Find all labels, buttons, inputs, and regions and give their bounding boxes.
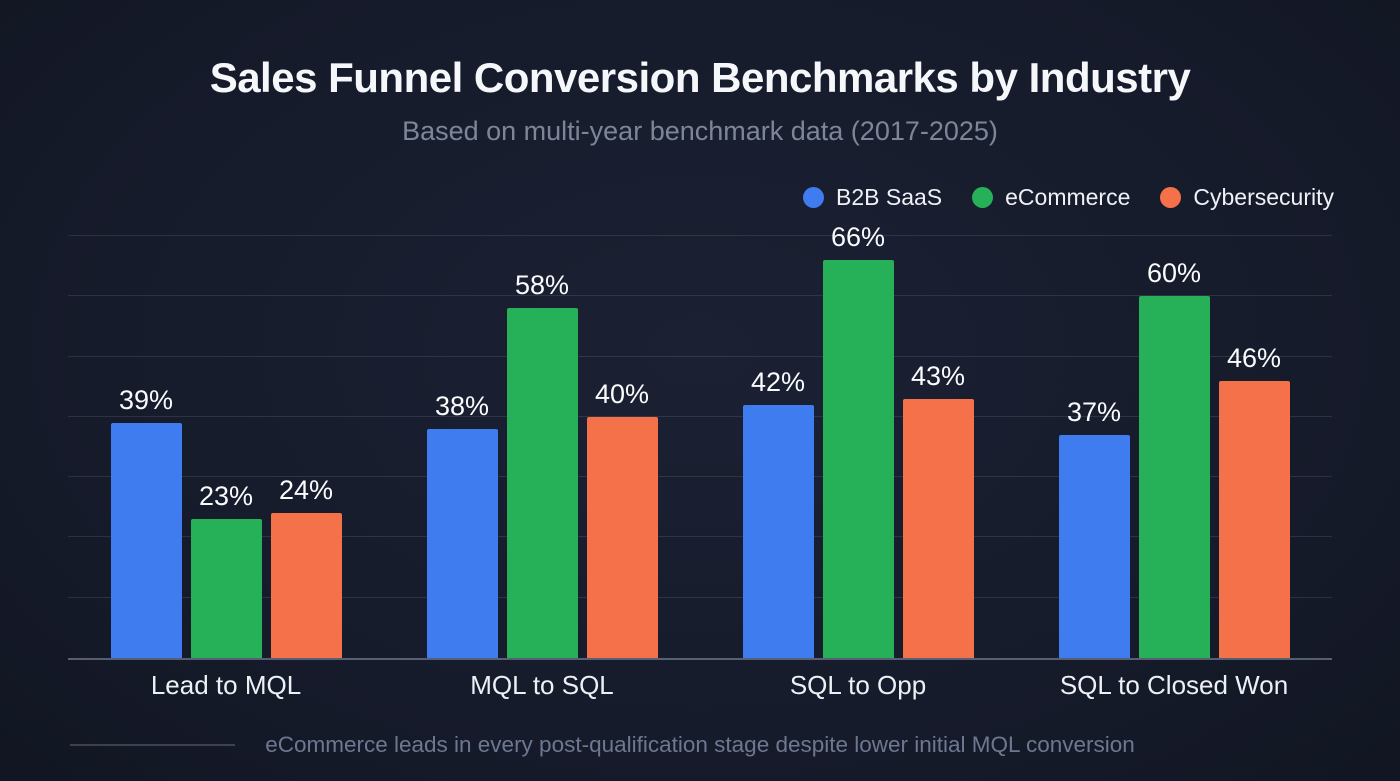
bar-value-label: 24% — [278, 475, 334, 506]
chart-subtitle: Based on multi-year benchmark data (2017… — [402, 116, 998, 146]
bar-b2b-saas: 38% — [426, 391, 498, 658]
bar-b2b-saas: 39% — [110, 385, 182, 658]
legend-label: B2B SaaS — [835, 184, 943, 210]
bar-value-label: 60% — [1146, 258, 1202, 289]
bar-b2b-saas: 37% — [1058, 397, 1130, 658]
category-label: SQL to Closed Won — [1059, 670, 1289, 700]
bar-value-label: 40% — [594, 378, 650, 409]
category-label: SQL to Opp — [789, 670, 927, 700]
category-label: MQL to SQL — [470, 670, 614, 700]
bar-ecommerce: 23% — [190, 481, 262, 658]
gridline — [68, 596, 1332, 598]
bar-cybersecurity: 43% — [902, 361, 974, 658]
bar-value-label: 38% — [434, 390, 490, 421]
bar-value-label: 43% — [910, 360, 966, 391]
legend-dot-icon — [802, 187, 824, 208]
legend-item: B2B SaaS — [802, 184, 943, 211]
category-label: Lead to MQL — [150, 670, 302, 700]
bar-value-label: 46% — [1226, 342, 1282, 373]
bar-b2b-saas: 42% — [742, 367, 814, 658]
bar-value-label: 39% — [118, 384, 174, 415]
footnote: eCommerce leads in every post-qualificat… — [265, 732, 1135, 757]
bar-value-label: 37% — [1066, 396, 1122, 427]
legend: B2B SaaS eCommerce Cybersecurity — [802, 184, 1334, 211]
legend-dot-icon — [1160, 187, 1182, 208]
legend-item: Cybersecurity — [1160, 184, 1334, 211]
bar-group: 38% 58% 40% — [384, 236, 700, 658]
bar-ecommerce: 58% — [506, 270, 578, 658]
bar-value-label: 23% — [198, 481, 254, 512]
bar-cybersecurity: 46% — [1218, 343, 1290, 658]
bar-group: 42% 66% 43% — [700, 222, 1016, 658]
x-axis-labels: Lead to MQL MQL to SQL SQL to Opp SQL to Cl… — [68, 670, 1332, 701]
bar-group: 37% 60% 46% — [1016, 236, 1332, 658]
gridline — [68, 415, 1332, 417]
bar-cybersecurity: 24% — [270, 475, 342, 658]
gridline — [68, 355, 1332, 357]
footnote-rule — [70, 744, 235, 746]
gridline — [68, 476, 1332, 478]
bar-value-label: 66% — [830, 222, 886, 253]
chart-title: Sales Funnel Conversion Benchmarks by In… — [209, 54, 1191, 101]
plot-area: 39% 23% 24% 38% 58% 40% 42% 66% 43% 37% 60% 46% — [68, 222, 1332, 660]
bar-ecommerce: 60% — [1138, 258, 1210, 658]
legend-dot-icon — [972, 187, 994, 208]
legend-label: Cybersecurity — [1193, 184, 1334, 210]
gridline — [68, 536, 1332, 538]
legend-label: eCommerce — [1005, 184, 1131, 210]
gridline — [68, 235, 1332, 236]
gridline — [68, 295, 1332, 297]
legend-item: eCommerce — [972, 184, 1130, 211]
bar-ecommerce: 66% — [822, 222, 894, 658]
bar-cybersecurity: 40% — [586, 379, 658, 658]
bar-value-label: 42% — [750, 366, 806, 397]
bar-value-label: 58% — [514, 270, 570, 301]
bar-group: 39% 23% 24% — [68, 236, 384, 658]
